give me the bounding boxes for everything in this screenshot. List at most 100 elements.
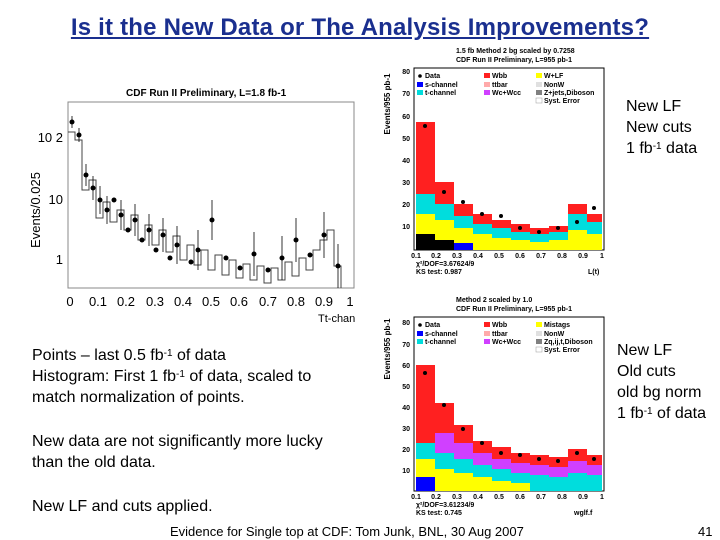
svg-text:1: 1 (600, 494, 604, 501)
svg-text:0.4: 0.4 (473, 494, 483, 501)
svg-text:NonW: NonW (544, 82, 565, 89)
tr-data-points (423, 124, 596, 234)
svg-text:20: 20 (402, 447, 410, 454)
svg-text:0.5: 0.5 (494, 494, 504, 501)
br-xticks: 0.1 0.2 0.3 0.4 0.5 0.6 0.7 0.8 0.9 1 (411, 494, 604, 501)
svg-text:NonW: NonW (544, 331, 565, 338)
tr-ylabel: Events/955 pb-1 (383, 73, 392, 134)
br-legend: Data s-channel t-channel Wbb ttbar Wc+Wc… (417, 322, 593, 354)
svg-text:0.6: 0.6 (515, 494, 525, 501)
tr-xticks: 0.1 0.2 0.3 0.4 0.5 0.6 0.7 0.8 0.9 1 (411, 253, 604, 260)
footer: Evidence for Single top at CDF: Tom Junk… (170, 524, 524, 539)
top-right-stacked-plot: 1.5 fb Method 2 bg scaled by 0.7258 CDF … (383, 48, 605, 276)
svg-text:1: 1 (600, 253, 604, 260)
svg-text:Syst. Error: Syst. Error (544, 347, 580, 354)
left-plot-xticks: 0 0.1 0.2 0.3 0.4 0.5 0.6 0.7 0.8 0.9 1 (66, 294, 353, 309)
svg-text:0.9: 0.9 (578, 494, 588, 501)
svg-text:Wc+Wcc: Wc+Wcc (492, 90, 521, 97)
tr-xlabel: L(t) (588, 269, 599, 276)
svg-text:10: 10 (402, 468, 410, 475)
svg-text:70: 70 (402, 91, 410, 98)
svg-text:40: 40 (402, 405, 410, 412)
tr-stat-chi2: χ²/DOF=3.67624/9 (416, 261, 474, 268)
svg-text:80: 80 (402, 320, 410, 327)
note-applied: New LF and cuts applied. (32, 498, 213, 515)
left-histogram-plot: CDF Run II Preliminary, L=1.8 fb-1 Event… (28, 88, 355, 325)
svg-text:0.3: 0.3 (452, 253, 462, 260)
tr-header-2: CDF Run II Preliminary, L=955 pb-1 (456, 57, 572, 64)
svg-text:0.9: 0.9 (315, 294, 333, 309)
svg-text:ttbar: ttbar (492, 331, 508, 338)
svg-text:0.6: 0.6 (515, 253, 525, 260)
svg-text:0.7: 0.7 (536, 253, 546, 260)
svg-text:s-channel: s-channel (425, 331, 458, 338)
left-plot-error-bars (71, 116, 339, 288)
br-xlabel: wglf.f (573, 510, 593, 517)
svg-text:t-channel: t-channel (425, 90, 456, 97)
tr-stacks (416, 122, 602, 250)
br-yticks: 80 70 60 50 40 30 20 10 (402, 320, 410, 475)
svg-text:W+LF: W+LF (544, 73, 564, 80)
svg-text:ttbar: ttbar (492, 82, 508, 89)
svg-text:t-channel: t-channel (425, 339, 456, 346)
br-stacks (416, 365, 602, 491)
page-title: Is it the New Data or The Analysis Impro… (70, 14, 650, 41)
note-lucky: New data are not significantly more luck… (32, 433, 323, 471)
svg-text:0.9: 0.9 (578, 253, 588, 260)
tr-yticks: 80 70 60 50 40 30 20 10 (402, 69, 410, 231)
svg-text:60: 60 (402, 363, 410, 370)
svg-text:0.2: 0.2 (117, 294, 135, 309)
bottom-right-stacked-plot: Method 2 scaled by 1.0 CDF Run II Prelim… (383, 297, 605, 517)
svg-text:50: 50 (402, 384, 410, 391)
svg-text:Wbb: Wbb (492, 322, 507, 329)
br-ylabel: Events/955 pb-1 (383, 318, 392, 379)
svg-text:0.1: 0.1 (411, 494, 421, 501)
tr-header-1: 1.5 fb Method 2 bg scaled by 0.7258 (456, 48, 575, 55)
svg-text:Wc+Wcc: Wc+Wcc (492, 339, 521, 346)
svg-text:20: 20 (402, 202, 410, 209)
left-plot-ytick-100: 10 2 (38, 130, 63, 145)
left-plot-ytick-1: 1 (56, 252, 63, 267)
svg-text:30: 30 (402, 180, 410, 187)
left-plot-frame (67, 101, 355, 289)
left-plot-histogram (68, 131, 342, 288)
br-stat-chi2: χ²/DOF=3.61234/9 (416, 502, 474, 509)
svg-text:0: 0 (66, 294, 73, 309)
svg-text:Zq,ij,t,Diboson: Zq,ij,t,Diboson (544, 339, 593, 346)
br-data-points (423, 371, 596, 463)
svg-text:0.6: 0.6 (230, 294, 248, 309)
tr-stat-ks: KS test: 0.987 (416, 269, 462, 276)
page-number: 41 (698, 524, 713, 539)
svg-text:0.2: 0.2 (431, 253, 441, 260)
svg-text:40: 40 (402, 158, 410, 165)
svg-text:Z+jets,Diboson: Z+jets,Diboson (544, 90, 594, 97)
svg-text:Mistags: Mistags (544, 322, 570, 329)
svg-text:0.8: 0.8 (287, 294, 305, 309)
br-stat-ks: KS test: 0.745 (416, 510, 462, 517)
svg-text:30: 30 (402, 426, 410, 433)
svg-text:50: 50 (402, 136, 410, 143)
svg-text:0.1: 0.1 (89, 294, 107, 309)
svg-text:Wbb: Wbb (492, 73, 507, 80)
svg-text:70: 70 (402, 342, 410, 349)
tr-legend: Data s-channel t-channel Wbb ttbar Wc+Wc… (417, 73, 594, 105)
note-new-lf-new-cuts: New LF New cuts 1 fb-1 data (626, 98, 698, 157)
left-plot-ylabel: Events/0.025 (28, 172, 43, 248)
svg-text:Syst. Error: Syst. Error (544, 98, 580, 105)
svg-text:0.5: 0.5 (202, 294, 220, 309)
svg-text:0.4: 0.4 (174, 294, 192, 309)
svg-text:0.3: 0.3 (146, 294, 164, 309)
left-plot-title: CDF Run II Preliminary, L=1.8 fb-1 (126, 88, 287, 99)
left-plot-ytick-10: 10 (49, 192, 63, 207)
svg-text:0.7: 0.7 (259, 294, 277, 309)
svg-text:0.4: 0.4 (473, 253, 483, 260)
svg-text:s-channel: s-channel (425, 82, 458, 89)
svg-text:0.3: 0.3 (452, 494, 462, 501)
br-header-2: CDF Run II Preliminary, L=955 pb-1 (456, 306, 572, 313)
svg-text:80: 80 (402, 69, 410, 76)
note-new-lf-old-cuts: New LF Old cuts old bg norm 1 fb-1 of da… (617, 342, 706, 422)
svg-text:0.8: 0.8 (557, 253, 567, 260)
br-header-1: Method 2 scaled by 1.0 (456, 297, 532, 304)
svg-text:Data: Data (425, 73, 440, 80)
svg-text:10: 10 (402, 224, 410, 231)
